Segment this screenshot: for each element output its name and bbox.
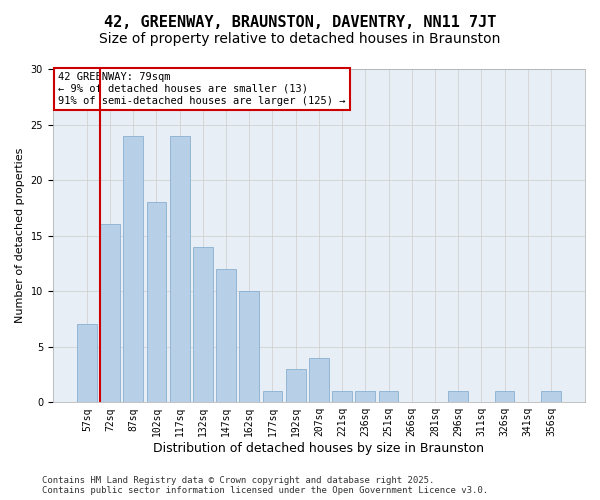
Bar (124, 136, 143, 402)
Bar (216, 269, 236, 402)
Text: Size of property relative to detached houses in Braunston: Size of property relative to detached ho… (100, 32, 500, 46)
Bar (170, 136, 190, 402)
Text: Contains HM Land Registry data © Crown copyright and database right 2025.
Contai: Contains HM Land Registry data © Crown c… (42, 476, 488, 495)
Bar (541, 391, 561, 402)
Bar (146, 202, 166, 402)
Bar (355, 391, 375, 402)
Bar (286, 369, 305, 402)
Text: 42, GREENWAY, BRAUNSTON, DAVENTRY, NN11 7JT: 42, GREENWAY, BRAUNSTON, DAVENTRY, NN11 … (104, 15, 496, 30)
Bar (239, 291, 259, 402)
Bar (263, 391, 283, 402)
X-axis label: Distribution of detached houses by size in Braunston: Distribution of detached houses by size … (154, 442, 484, 455)
Y-axis label: Number of detached properties: Number of detached properties (15, 148, 25, 324)
Bar (448, 391, 468, 402)
Bar (494, 391, 514, 402)
Bar (100, 224, 120, 402)
Bar (332, 391, 352, 402)
Bar (193, 246, 213, 402)
Bar (309, 358, 329, 402)
Bar (379, 391, 398, 402)
Text: 42 GREENWAY: 79sqm
← 9% of detached houses are smaller (13)
91% of semi-detached: 42 GREENWAY: 79sqm ← 9% of detached hous… (58, 72, 346, 106)
Bar (77, 324, 97, 402)
